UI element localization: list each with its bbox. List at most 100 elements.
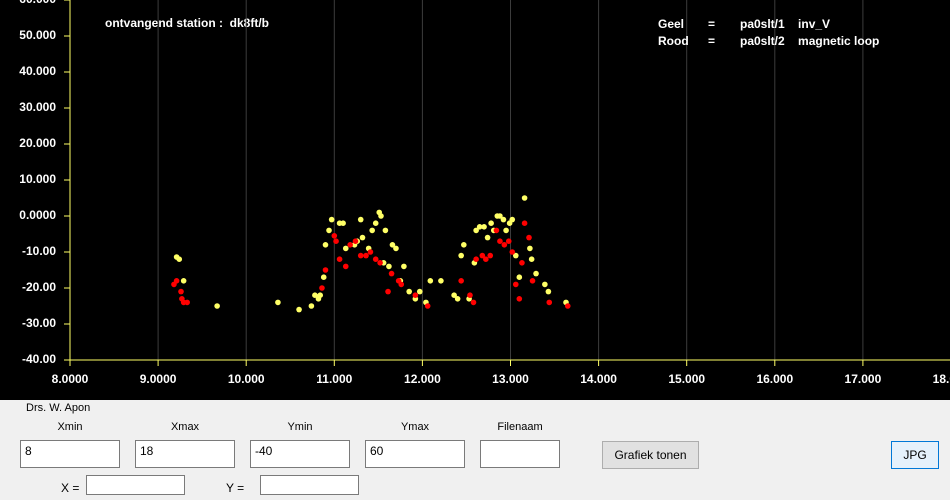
point xyxy=(317,292,324,299)
point xyxy=(458,252,464,259)
point xyxy=(528,256,535,263)
point xyxy=(347,242,353,248)
y-tick-label: 60.000 xyxy=(19,0,56,6)
point xyxy=(393,245,399,252)
point xyxy=(372,220,379,226)
point xyxy=(322,267,329,273)
x-tick-label: 11.000 xyxy=(316,372,352,386)
point xyxy=(479,252,486,259)
field-input[interactable]: 60 xyxy=(365,440,465,468)
field-label: Ymin xyxy=(287,421,313,433)
x-tick-label: 15.000 xyxy=(668,372,705,386)
y-tick-label: 20.000 xyxy=(19,136,56,150)
point xyxy=(416,288,423,295)
point xyxy=(398,281,405,288)
point xyxy=(372,256,379,263)
point xyxy=(352,238,359,244)
y-tick-label: -10.00 xyxy=(22,244,56,258)
point xyxy=(296,306,302,313)
point xyxy=(467,292,473,299)
point xyxy=(386,263,392,270)
x-tick-label: 10.000 xyxy=(228,372,265,386)
author: Drs. W. Apon xyxy=(26,402,91,414)
point xyxy=(470,299,477,306)
field-label: Xmax xyxy=(170,421,200,433)
point xyxy=(342,263,349,270)
point xyxy=(527,245,533,252)
point xyxy=(516,274,523,281)
point xyxy=(424,303,431,309)
y-tick-label: 10.000 xyxy=(19,172,56,186)
point xyxy=(388,270,395,277)
point xyxy=(340,220,346,226)
point xyxy=(412,292,419,299)
show-button[interactable]: Grafiek tonen xyxy=(602,441,699,469)
x-tick-label: 18.000 xyxy=(933,372,950,386)
point xyxy=(363,252,369,259)
point xyxy=(214,303,220,309)
point xyxy=(312,292,318,299)
point xyxy=(497,213,503,219)
point xyxy=(509,216,516,223)
point xyxy=(378,213,384,219)
point xyxy=(377,260,383,266)
x-tick-label: 16.000 xyxy=(756,372,793,386)
point xyxy=(406,288,412,295)
y-tick-label: 50.000 xyxy=(19,28,56,42)
point xyxy=(493,227,500,234)
point xyxy=(454,296,461,302)
point xyxy=(427,278,434,284)
point xyxy=(484,234,491,241)
field-input[interactable]: 18 xyxy=(135,440,235,468)
point xyxy=(357,252,364,259)
point xyxy=(173,278,180,284)
point xyxy=(483,256,489,263)
field-input[interactable] xyxy=(480,440,560,468)
field-label: Xmin xyxy=(57,421,83,433)
point xyxy=(322,242,329,248)
point xyxy=(497,238,503,244)
point xyxy=(308,303,315,309)
point xyxy=(501,242,508,248)
point xyxy=(331,233,338,239)
point xyxy=(328,216,335,223)
legend-label: Geel xyxy=(658,17,684,31)
point xyxy=(512,281,519,288)
point xyxy=(451,292,457,299)
coord-y-label: Y = xyxy=(226,481,245,495)
point xyxy=(488,220,494,226)
point xyxy=(521,195,528,201)
point xyxy=(481,224,487,230)
legend-separator: = xyxy=(708,34,715,48)
jpg-button[interactable]: JPG xyxy=(891,441,939,469)
coord-x-label: X = xyxy=(61,481,80,495)
point xyxy=(476,224,483,230)
point xyxy=(461,242,467,248)
field-input[interactable]: 8 xyxy=(20,440,120,468)
legend-name: pa0slt/1 inv_V xyxy=(740,17,830,31)
point xyxy=(519,260,525,266)
x-tick-label: 8.0000 xyxy=(52,372,89,386)
point xyxy=(320,274,327,281)
x-tick-label: 14.000 xyxy=(580,372,617,386)
point xyxy=(473,227,479,234)
point xyxy=(533,270,539,277)
point xyxy=(401,263,407,270)
coord-y-box[interactable] xyxy=(260,475,359,495)
point xyxy=(359,234,366,241)
point xyxy=(184,299,190,306)
x-tick-label: 17.000 xyxy=(845,372,882,386)
x-tick-label: 13.000 xyxy=(492,372,529,386)
x-tick-label: 9.0000 xyxy=(140,372,177,386)
point xyxy=(382,227,389,234)
coord-x-box[interactable] xyxy=(86,475,185,495)
point xyxy=(500,216,507,223)
point xyxy=(503,227,509,234)
point xyxy=(487,252,494,259)
point xyxy=(512,252,519,259)
y-tick-label: 40.000 xyxy=(19,64,56,78)
field-input[interactable]: -40 xyxy=(250,440,350,468)
point xyxy=(545,288,552,295)
chart-title: ontvangend station : dk8ft/b xyxy=(105,16,269,30)
point xyxy=(521,220,528,226)
